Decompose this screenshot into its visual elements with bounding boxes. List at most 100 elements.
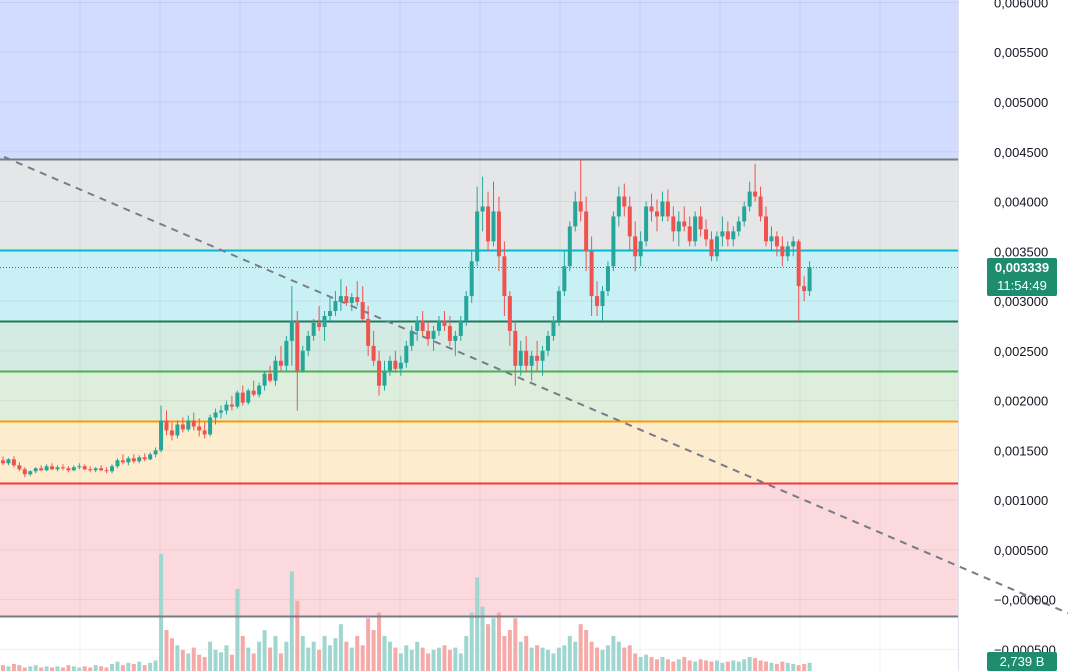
volume-bar (627, 645, 632, 671)
volume-bar (671, 661, 676, 671)
candle-body (644, 206, 649, 242)
candle-body (769, 236, 774, 242)
candle (164, 410, 169, 436)
candle (33, 467, 38, 474)
candle (605, 261, 610, 297)
volume-bar (338, 624, 343, 671)
volume-bar (262, 630, 267, 671)
volume-bar (257, 641, 262, 671)
price-axis[interactable]: 0,006000 0,005500 0,005000 0,004500 0,004000… (994, 0, 1056, 657)
volume-bar (208, 641, 213, 671)
volume-bar (202, 656, 207, 671)
candle-body (437, 320, 441, 331)
candle (137, 455, 142, 464)
volume-bar (524, 635, 529, 671)
volume-bar (22, 667, 27, 671)
candle-body (131, 458, 136, 462)
candle-body (605, 266, 610, 292)
candle (284, 335, 289, 371)
candle-body (338, 296, 343, 302)
candle-body (573, 201, 578, 227)
trendline-line (0, 154, 1068, 615)
candle (491, 181, 496, 247)
candle-body (524, 350, 529, 366)
candle (186, 415, 191, 432)
candle-body (306, 335, 311, 351)
candle (202, 422, 207, 439)
candle (197, 418, 202, 437)
volume-bar (387, 641, 392, 671)
volume-bar (355, 635, 360, 671)
candle (753, 163, 758, 202)
candle (115, 458, 120, 469)
volume-bar (50, 667, 55, 671)
candle (622, 183, 627, 217)
volume-bar (507, 630, 512, 671)
candle (567, 221, 572, 272)
candle-body (224, 404, 229, 411)
candle-body (262, 373, 267, 386)
candle-body (1, 460, 5, 464)
volume-bar (71, 666, 76, 671)
candle-body (28, 471, 33, 475)
volume-bar (278, 653, 283, 671)
volume-bar (764, 661, 768, 671)
candle (671, 206, 676, 242)
candle (475, 186, 480, 267)
candle-body (464, 296, 469, 321)
candle (627, 196, 632, 252)
volume-bar (110, 663, 114, 671)
candle (638, 231, 643, 267)
candle (573, 191, 578, 232)
candle (584, 196, 589, 272)
candle (82, 464, 87, 471)
candle-body (589, 251, 594, 297)
candle-body (257, 385, 262, 395)
volume-bar (546, 649, 550, 671)
candle (355, 281, 360, 307)
candle-body (469, 261, 474, 297)
volume-bar (175, 645, 180, 671)
candle-body (39, 468, 44, 471)
candle (88, 466, 93, 473)
volume-bar (131, 663, 136, 671)
candle (126, 456, 131, 466)
candle-body (507, 296, 512, 331)
candle (791, 236, 796, 257)
candle-body (447, 325, 452, 341)
volume-bar (496, 612, 501, 671)
fib-zone-5 (0, 420, 958, 484)
volume-bar (431, 649, 436, 671)
candle (502, 241, 507, 316)
candle-body (99, 468, 104, 471)
volume-bar (486, 624, 491, 671)
candle (709, 231, 714, 262)
volume-bar (562, 645, 567, 671)
candle-body (66, 468, 71, 471)
volume-bar (142, 665, 147, 671)
candle-body (120, 460, 125, 463)
y-tick-label: 0,005000 (994, 95, 1048, 110)
volume-bar (235, 589, 240, 671)
volume-bar (251, 653, 256, 671)
candle (44, 464, 49, 472)
candle-body (660, 201, 665, 217)
candle-body (546, 335, 550, 351)
candle-body (180, 424, 185, 430)
volume-bar (464, 635, 469, 671)
volume-bar (33, 665, 38, 671)
candle (595, 281, 600, 316)
candle (22, 467, 27, 478)
candle-body (415, 320, 420, 331)
volume-bar (567, 635, 572, 671)
candle (802, 276, 807, 302)
y-tick-label: 0,005500 (994, 45, 1048, 60)
volume-bar (725, 661, 730, 671)
candle-body (693, 216, 698, 242)
candle (317, 306, 322, 331)
candle-body (371, 345, 376, 361)
candle (513, 320, 518, 386)
volume-bar (480, 606, 485, 671)
volume-bar (595, 647, 600, 671)
